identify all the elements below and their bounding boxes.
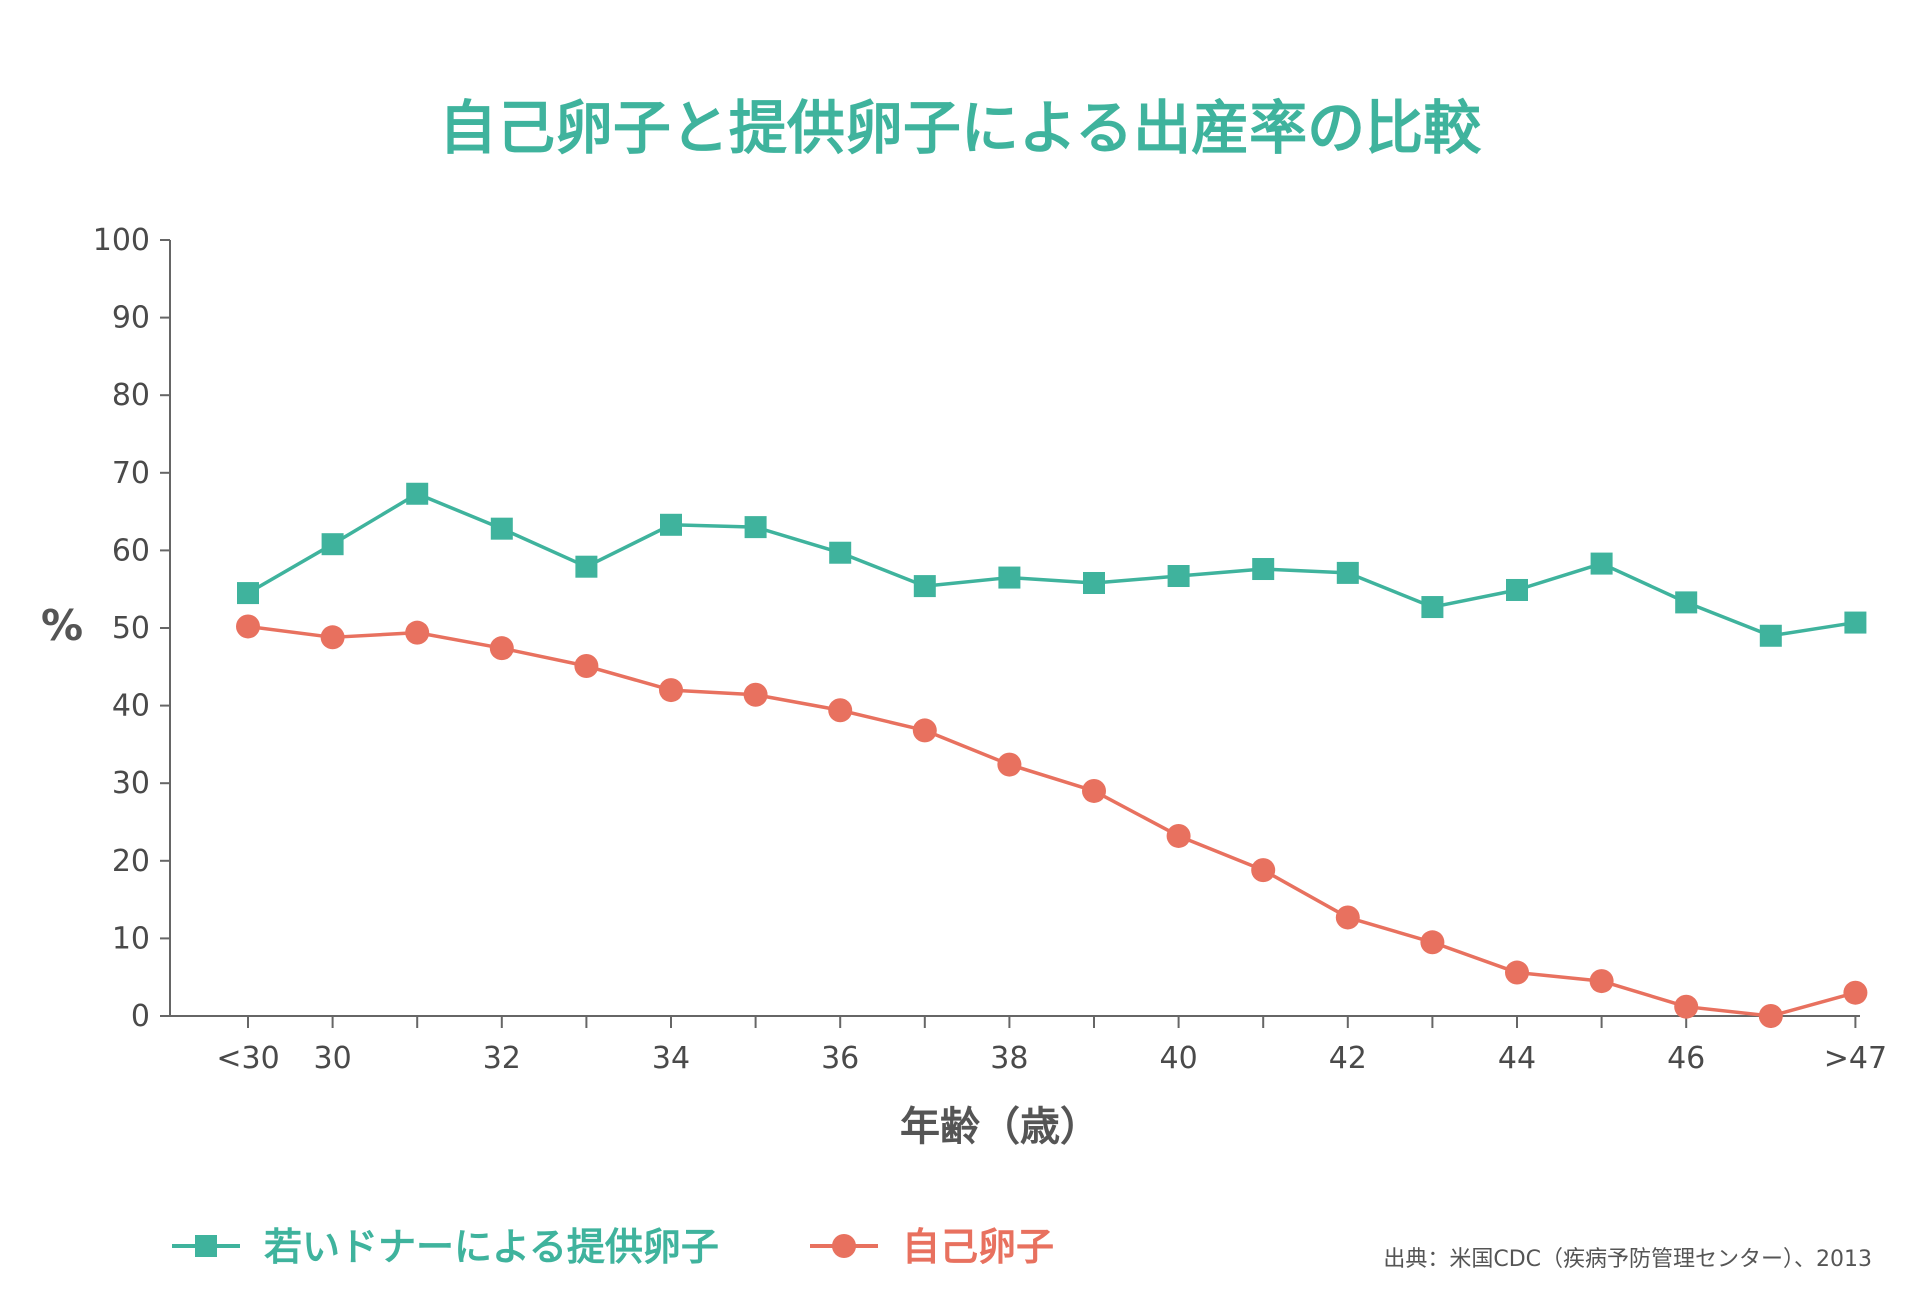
x-tick-label: 36 (821, 1041, 859, 1076)
y-tick-label: 90 (112, 301, 150, 336)
x-axis-title: 年齢（歳） (900, 1104, 1100, 1150)
x-tick-label: 38 (990, 1041, 1028, 1076)
series-1-point (1167, 565, 1190, 588)
y-tick-label: 20 (112, 844, 150, 879)
series-2-point (1589, 969, 1614, 994)
x-tick-label: 42 (1329, 1041, 1367, 1076)
series-2-point (1335, 905, 1360, 930)
y-tick-label: 30 (112, 766, 150, 801)
series-1-point (1252, 558, 1275, 581)
series-2-point (1082, 778, 1106, 803)
x-tick-label: 46 (1667, 1041, 1705, 1076)
legend-label-1: 若いドナーによる提供卵子 (264, 1225, 719, 1269)
y-tick-label: 0 (131, 999, 150, 1034)
series-2-point (574, 654, 599, 679)
series-1-point (744, 516, 767, 539)
x-tick-label: >47 (1824, 1041, 1887, 1076)
x-axis-ticks: <30 30 32 34 36 38 40 42 44 46 >47 (216, 1016, 1887, 1076)
legend: 若いドナーによる提供卵子 自己卵子 (172, 1225, 1054, 1269)
series-2-point (1420, 930, 1445, 955)
series-2-point (236, 614, 260, 639)
chart-title: 自己卵子と提供卵子による出産率の比較 (439, 94, 1482, 162)
series-1-point (1759, 624, 1782, 647)
x-tick-label: 30 (314, 1041, 352, 1076)
series-2-point (1505, 960, 1529, 985)
series-1-point (998, 566, 1021, 589)
series-2-point (1843, 980, 1868, 1005)
series-2-point (1758, 1004, 1783, 1028)
series-2-point (1251, 858, 1276, 883)
x-tick-label: 40 (1160, 1041, 1198, 1076)
series-2-point (997, 752, 1022, 777)
series-2-point (320, 625, 345, 650)
series-1-point (660, 513, 682, 536)
series-2-point (1674, 994, 1699, 1019)
series-2-point (489, 636, 514, 661)
x-tick-label: 34 (652, 1041, 690, 1076)
series-2-point (659, 678, 683, 703)
x-tick-label: 32 (483, 1041, 521, 1076)
y-tick-label: 50 (112, 611, 150, 646)
x-tick-label: 44 (1498, 1041, 1536, 1076)
series-1-point (1675, 591, 1698, 614)
x-tick-label: <30 (216, 1041, 279, 1076)
y-axis-label: % (41, 601, 83, 650)
legend-label-2: 自己卵子 (902, 1225, 1054, 1269)
series-1-point (575, 555, 598, 578)
series-1-point (1421, 596, 1444, 619)
series-1-point (1083, 571, 1105, 594)
series-line-2 (247, 624, 1856, 1018)
series-2-point (912, 718, 937, 743)
series-1-point (321, 533, 344, 556)
y-tick-label: 60 (112, 533, 150, 568)
y-tick-label: 70 (112, 456, 150, 491)
series-2-point (1166, 823, 1191, 848)
y-tick-label: 40 (112, 689, 150, 724)
series-1-point (913, 575, 936, 598)
series-1-point (406, 482, 429, 505)
series-line-1 (247, 492, 1856, 638)
series-layer (236, 482, 1868, 1028)
y-tick-label: 80 (112, 378, 150, 413)
series-2-point (405, 620, 430, 645)
series-1-point (490, 517, 513, 540)
series-1-point (1844, 611, 1867, 634)
y-tick-label: 10 (112, 921, 150, 956)
series-1-point (237, 582, 259, 605)
legend-marker-1 (195, 1235, 217, 1257)
y-tick-label: 100 (93, 223, 150, 258)
y-axis-ticks: 0 10 20 30 40 50 60 70 80 90 100 (93, 223, 170, 1034)
series-1-point (1590, 552, 1613, 575)
series-1-point (829, 541, 852, 564)
source-note: 出典：米国CDC（疾病予防管理センター）、2013 (1383, 1247, 1872, 1272)
legend-marker-2 (832, 1234, 856, 1258)
series-2-point (828, 698, 853, 723)
series-1-point (1336, 561, 1359, 584)
series-1-point (1506, 578, 1528, 601)
series-2-point (743, 682, 768, 707)
